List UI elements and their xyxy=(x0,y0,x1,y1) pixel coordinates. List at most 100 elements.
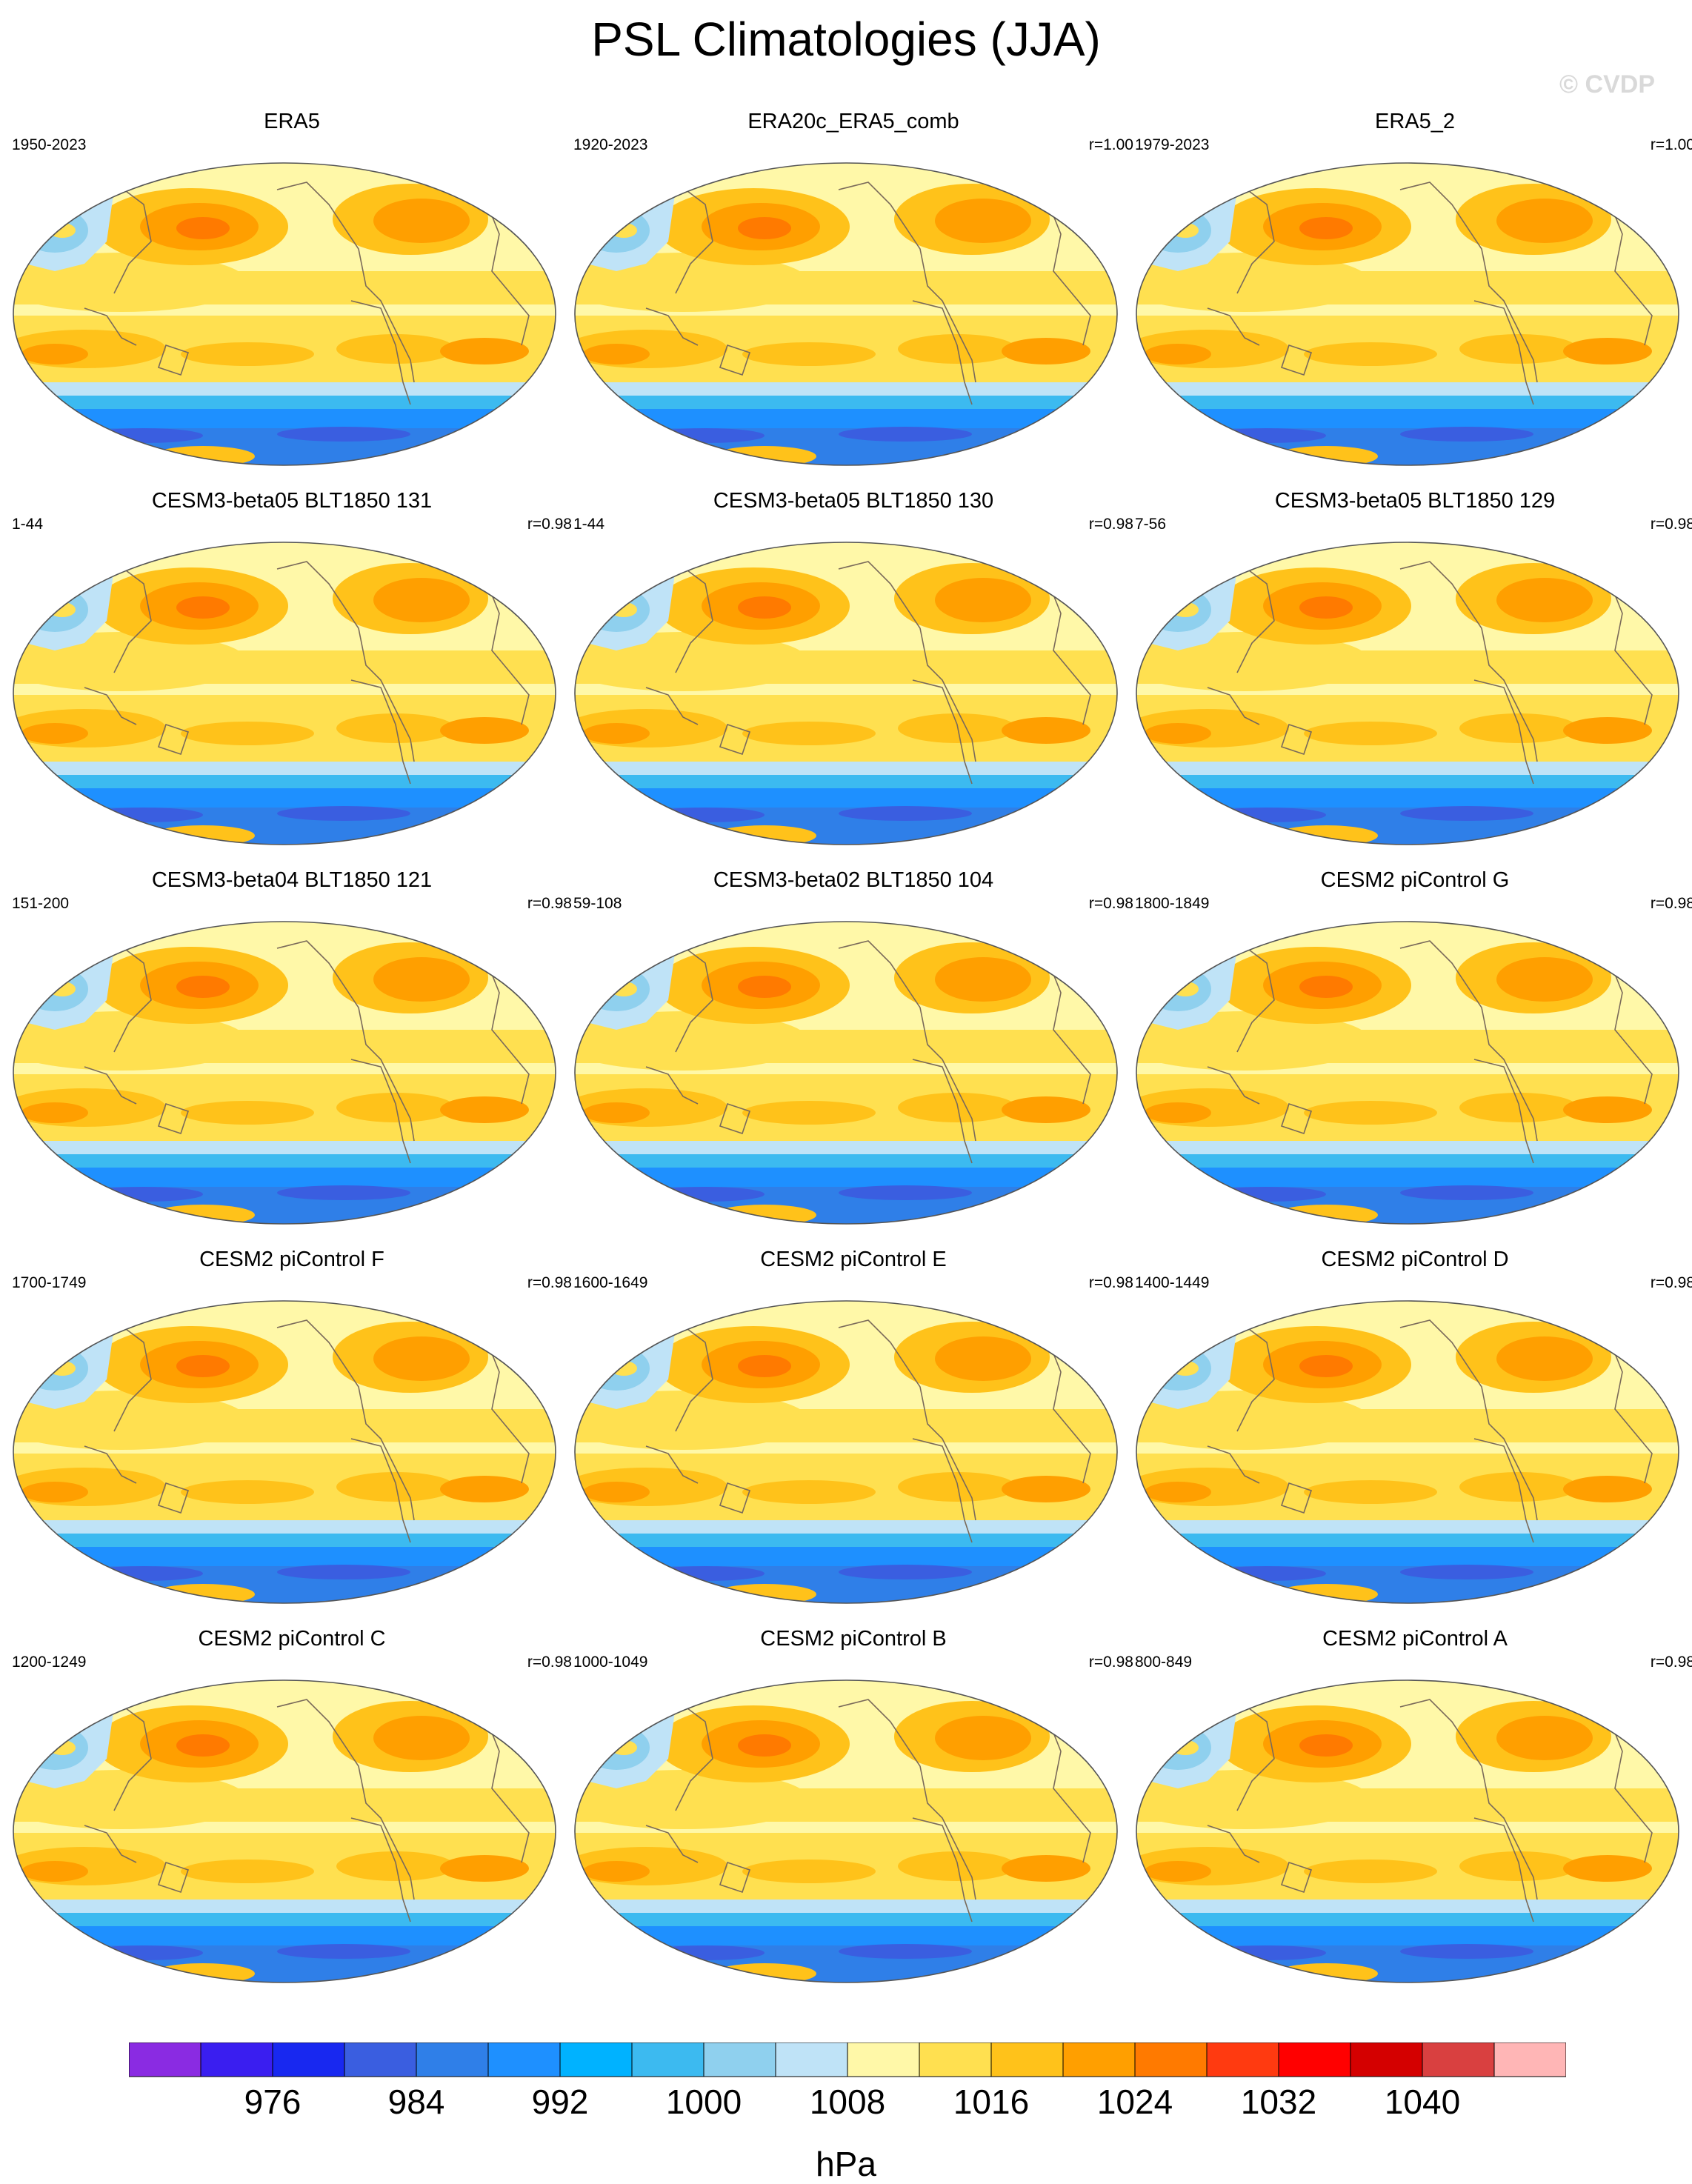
north-pacific-high-peak xyxy=(1299,217,1353,239)
south-pacific-high xyxy=(742,722,876,745)
map-panel: CESM2 piControl C 1200-1249 r=0.98 xyxy=(10,1627,573,1997)
azores-high-core xyxy=(935,578,1031,622)
north-pacific-high-peak xyxy=(1299,596,1353,619)
map-frame xyxy=(13,1300,556,1604)
azores-high-core xyxy=(935,957,1031,1002)
north-pacific-high-peak xyxy=(738,976,791,998)
psl-map xyxy=(574,542,1118,845)
south-atlantic-high xyxy=(1459,713,1578,743)
southern-ocean-band-1 xyxy=(1136,382,1679,399)
azores-high-core xyxy=(1496,578,1593,622)
map-panel: CESM2 piControl D 1400-1449 r=0.98 xyxy=(1133,1248,1692,1618)
panel-years: 1-44 xyxy=(12,516,44,533)
coastline xyxy=(84,1825,137,1863)
coastline xyxy=(1399,182,1538,383)
psl-map xyxy=(13,1679,556,1983)
panel-title: CESM2 piControl E xyxy=(760,1248,947,1271)
coastline xyxy=(1280,1102,1313,1135)
north-pacific-high-peak xyxy=(1299,1355,1353,1377)
north-pacific-high-peak xyxy=(1299,976,1353,998)
panel-years: 1600-1649 xyxy=(573,1274,648,1291)
south-atlantic-high xyxy=(336,1472,455,1502)
map-frame xyxy=(574,1300,1118,1604)
panel-title: ERA5 xyxy=(264,110,320,133)
southern-ocean-low xyxy=(839,1565,972,1579)
southern-ocean-low xyxy=(84,1566,203,1581)
southern-ocean-band-2 xyxy=(1136,1154,1679,1171)
south-atlantic-high-core xyxy=(1563,1855,1652,1882)
south-indian-high-core xyxy=(1145,723,1211,744)
southern-ocean-low xyxy=(839,806,972,821)
north-pacific-high-peak xyxy=(738,1734,791,1757)
southern-ocean-band-3 xyxy=(575,1926,1117,1948)
colorbar-box xyxy=(1493,2042,1566,2077)
southern-ocean-low xyxy=(1400,1944,1533,1959)
southern-ocean-band-1 xyxy=(13,1900,556,1916)
asian-low-core xyxy=(1145,1346,1211,1391)
north-pacific-high-peak xyxy=(176,976,230,998)
azores-high-core xyxy=(935,199,1031,243)
map-panel: CESM3-beta04 BLT1850 121 151-200 r=0.98 xyxy=(10,868,573,1239)
southern-ocean-low xyxy=(277,1944,410,1959)
coastline xyxy=(645,307,699,346)
azores-high-core xyxy=(1496,199,1593,243)
southern-ocean-low xyxy=(277,1565,410,1579)
panel-years: 1-44 xyxy=(573,516,605,533)
south-atlantic-high-core xyxy=(1002,1096,1090,1123)
southern-ocean-low xyxy=(646,428,765,443)
map-panel: CESM2 piControl E 1600-1649 r=0.98 xyxy=(572,1248,1135,1618)
asian-low-core xyxy=(1145,587,1211,632)
colorbar-box xyxy=(631,2042,705,2077)
azores-high-core xyxy=(1496,1716,1593,1760)
map-frame xyxy=(574,1679,1118,1983)
coastline xyxy=(1280,723,1313,756)
coastline xyxy=(1399,1699,1538,1900)
southern-ocean-band-2 xyxy=(575,1913,1117,1929)
panel-years: 1700-1749 xyxy=(12,1274,87,1291)
coastline xyxy=(350,1817,411,1922)
south-atlantic-high-core xyxy=(440,1096,529,1123)
colorbar-box xyxy=(559,2042,633,2077)
psl-map xyxy=(1136,1679,1679,1983)
map-panel: CESM3-beta05 BLT1850 129 7-56 r=0.98 xyxy=(1133,489,1692,859)
southern-ocean-band-3 xyxy=(1136,409,1679,431)
southern-ocean-band-1 xyxy=(13,382,556,399)
southern-ocean-band-3 xyxy=(1136,1168,1679,1190)
asian-low-core xyxy=(21,1346,88,1391)
colorbar-tick-label: 1032 xyxy=(1240,2083,1317,2121)
southern-ocean-band-2 xyxy=(575,775,1117,791)
coastline xyxy=(1280,1482,1313,1514)
southern-ocean-band-2 xyxy=(1136,1913,1679,1929)
colorbar-box xyxy=(1278,2042,1351,2077)
colorbar-tick-label: 984 xyxy=(387,2083,445,2121)
map-panel: CESM2 piControl A 800-849 r=0.98 xyxy=(1133,1627,1692,1997)
coastline xyxy=(350,300,411,405)
southern-ocean-band-3 xyxy=(1136,788,1679,810)
azores-high-core xyxy=(373,1716,470,1760)
colorbar-box xyxy=(1422,2042,1495,2077)
map-frame xyxy=(574,921,1118,1225)
psl-map xyxy=(1136,542,1679,845)
southern-ocean-band-1 xyxy=(1136,1520,1679,1537)
panel-title: CESM3-beta05 BLT1850 131 xyxy=(151,489,433,513)
southern-ocean-band-3 xyxy=(575,409,1117,431)
panel-correlation: r=1.00 xyxy=(1650,136,1692,153)
south-atlantic-high xyxy=(1459,1093,1578,1122)
coastline xyxy=(1473,679,1534,785)
coastline xyxy=(276,940,415,1142)
south-indian-high-core xyxy=(583,723,650,744)
south-indian-high-core xyxy=(21,344,88,364)
coastline xyxy=(1473,1059,1534,1164)
map-frame xyxy=(574,162,1118,466)
panel-correlation: r=0.98 xyxy=(527,1654,572,1671)
coastline xyxy=(1399,1319,1538,1521)
map-frame xyxy=(13,1679,556,1983)
south-pacific-high xyxy=(1304,1101,1437,1125)
coastline xyxy=(157,723,190,756)
southern-ocean-band-2 xyxy=(13,1534,556,1550)
south-pacific-high xyxy=(742,342,876,366)
south-atlantic-high-core xyxy=(1563,717,1652,744)
map-panel: CESM2 piControl G 1800-1849 r=0.98 xyxy=(1133,868,1692,1239)
south-atlantic-high xyxy=(336,1093,455,1122)
colorbar-box xyxy=(703,2042,776,2077)
